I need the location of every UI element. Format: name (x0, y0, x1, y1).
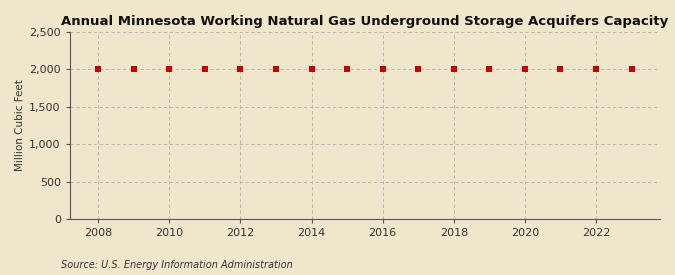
Y-axis label: Million Cubic Feet: Million Cubic Feet (15, 79, 25, 171)
Title: Annual Minnesota Working Natural Gas Underground Storage Acquifers Capacity: Annual Minnesota Working Natural Gas Und… (61, 15, 668, 28)
Text: Source: U.S. Energy Information Administration: Source: U.S. Energy Information Administ… (61, 260, 292, 270)
